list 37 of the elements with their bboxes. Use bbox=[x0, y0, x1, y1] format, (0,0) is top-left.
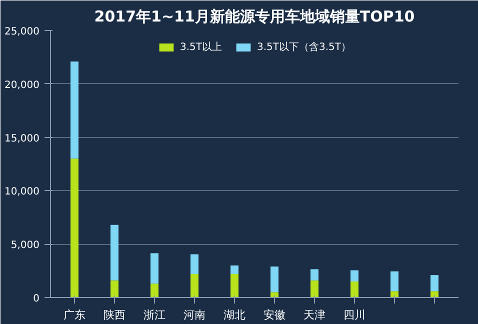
bar bbox=[230, 274, 238, 298]
bar bbox=[350, 281, 358, 298]
x-tick-label: 四川 bbox=[344, 308, 366, 322]
bar bbox=[270, 292, 278, 298]
y-tick-label: 25,000 bbox=[4, 26, 40, 38]
y-tick-label: 0 bbox=[33, 294, 40, 304]
bar bbox=[110, 280, 118, 298]
bar bbox=[310, 269, 318, 280]
x-tick-label: 安徽 bbox=[264, 308, 286, 322]
x-tick-label: 天津 bbox=[304, 308, 326, 322]
x-tick-label: 湖北 bbox=[224, 308, 246, 322]
bar bbox=[390, 291, 398, 298]
bar bbox=[110, 224, 118, 280]
y-tick-label: 5,000 bbox=[10, 240, 40, 252]
bar bbox=[350, 270, 358, 282]
chart-title: 2017年1~11月新能源专用车地域销量TOP10 bbox=[94, 8, 415, 26]
legend-label: 3.5T以下（含3.5T） bbox=[256, 40, 352, 54]
x-tick-label: 河南 bbox=[184, 308, 206, 322]
x-tick-label: 浙江 bbox=[144, 308, 166, 322]
y-tick-label: 15,000 bbox=[4, 133, 40, 144]
bar bbox=[190, 254, 198, 274]
legend-label: 3.5T以上 bbox=[180, 40, 222, 54]
y-tick-label: 10,000 bbox=[4, 186, 40, 198]
bar bbox=[70, 61, 78, 159]
x-tick-label: 广东 bbox=[64, 308, 86, 322]
bar bbox=[430, 291, 438, 298]
bar bbox=[390, 271, 398, 292]
bar bbox=[190, 274, 198, 298]
bar bbox=[70, 158, 78, 298]
bar bbox=[150, 284, 158, 298]
bar bbox=[430, 275, 438, 292]
bar bbox=[270, 266, 278, 292]
bar bbox=[230, 265, 238, 274]
bar bbox=[150, 253, 158, 284]
bar bbox=[310, 280, 318, 298]
y-tick-label: 20,000 bbox=[4, 80, 40, 91]
x-tick-label: 陕西 bbox=[104, 308, 126, 322]
